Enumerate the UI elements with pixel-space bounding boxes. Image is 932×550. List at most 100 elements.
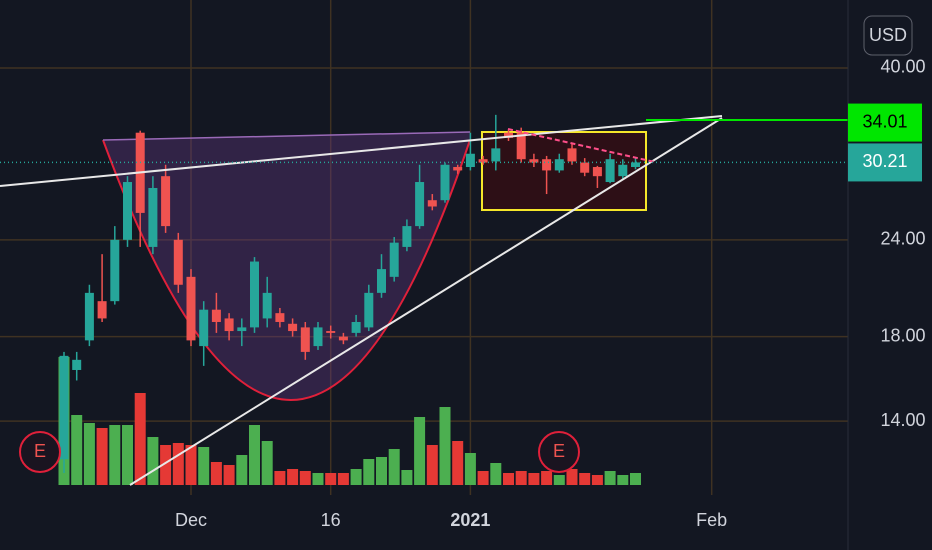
- y-tick-label: 24.00: [880, 229, 925, 249]
- volume-bar: [134, 393, 146, 485]
- volume-bar: [376, 457, 387, 485]
- candle-body: [567, 148, 577, 162]
- candle-body: [465, 153, 475, 168]
- volume-bar: [401, 470, 413, 485]
- candle-body: [313, 327, 323, 347]
- volume-bar: [236, 455, 248, 485]
- candle-body: [59, 355, 69, 460]
- volume-bar: [566, 469, 578, 485]
- volume-bar: [185, 445, 197, 485]
- candle-body: [504, 132, 513, 138]
- x-tick-label: Feb: [696, 510, 727, 530]
- volume-bar: [299, 471, 311, 485]
- candle-body: [186, 276, 196, 341]
- volume-bar: [249, 425, 260, 485]
- volume-bar: [363, 459, 375, 485]
- volume-bar: [274, 471, 286, 485]
- candle-body: [300, 327, 310, 352]
- currency-label: USD: [869, 25, 907, 45]
- volume-bar: [71, 415, 83, 485]
- earnings-marker: E: [538, 431, 580, 473]
- earnings-circle: [538, 431, 580, 473]
- volume-bar: [452, 441, 464, 485]
- candle-body: [224, 318, 234, 332]
- volume-bar: [591, 475, 603, 485]
- volume-bar: [172, 443, 184, 485]
- candle-body: [580, 162, 590, 173]
- candle-body: [605, 159, 615, 183]
- volume-bar: [325, 473, 337, 485]
- cup-rim: [102, 131, 471, 141]
- earnings-label: E: [553, 441, 565, 461]
- candle-body: [554, 159, 564, 171]
- x-tick-label: Dec: [175, 510, 207, 530]
- candle-body: [453, 167, 463, 171]
- candle-body: [364, 292, 374, 328]
- candle-body: [618, 164, 628, 177]
- volume-bar: [160, 445, 172, 485]
- volume-bar: [122, 425, 133, 485]
- candle-body: [338, 336, 348, 341]
- volume-bar: [312, 473, 324, 485]
- trend-line-upper: [0, 115, 723, 187]
- volume-bar: [503, 473, 514, 485]
- candle-body: [173, 239, 183, 285]
- candle-body: [84, 292, 94, 341]
- volume-bar: [464, 453, 476, 485]
- candle-body: [237, 327, 247, 332]
- candle-body: [351, 321, 361, 333]
- candle-body: [415, 182, 425, 227]
- candle-body: [161, 176, 171, 227]
- candle-body: [72, 359, 82, 370]
- candle-body: [288, 323, 298, 332]
- volume-bar: [261, 441, 273, 485]
- volume-bar: [541, 471, 553, 485]
- volume-bar: [287, 469, 299, 485]
- x-tick-label: 2021: [450, 510, 490, 530]
- y-tick-label: 40.00: [880, 57, 925, 77]
- candle-body: [326, 331, 336, 333]
- volume-bar: [439, 407, 451, 485]
- candle-body: [250, 261, 259, 328]
- earnings-label: E: [34, 441, 46, 461]
- volume-bar: [477, 471, 489, 485]
- volume-bar: [198, 447, 210, 485]
- earnings-marker: E: [19, 431, 61, 473]
- candle-body: [529, 159, 539, 163]
- candle-body: [440, 164, 450, 201]
- volume-bar: [426, 445, 438, 485]
- volume-bar: [83, 423, 95, 485]
- candle-body: [262, 292, 272, 319]
- price-label-box: [848, 103, 922, 142]
- price-label: 30.21: [862, 151, 907, 171]
- volume-bar: [515, 471, 527, 485]
- volume-bar: [604, 471, 616, 485]
- volume-bar: [210, 462, 222, 485]
- volume-bar: [528, 473, 540, 485]
- cup-curve: [102, 139, 471, 401]
- candle-body: [592, 167, 602, 177]
- volume-bar: [109, 425, 121, 485]
- candle-body: [97, 301, 107, 319]
- trend-line-lower: [129, 117, 723, 486]
- volume-bar: [414, 417, 426, 485]
- candle-body: [402, 226, 412, 247]
- volume-bar: [350, 469, 362, 485]
- candle-body: [148, 187, 158, 247]
- candle-body: [478, 159, 488, 163]
- price-label: 34.01: [862, 111, 907, 131]
- candle-body: [631, 162, 640, 168]
- volume-bar: [223, 465, 235, 485]
- volume-bar: [337, 473, 349, 485]
- volume-bar: [388, 449, 400, 485]
- candle-body: [377, 269, 386, 293]
- candle-body: [275, 313, 285, 322]
- candle-body: [211, 309, 221, 322]
- candle-body: [389, 242, 399, 277]
- cup-fill: [103, 132, 470, 400]
- currency-button[interactable]: [863, 15, 913, 56]
- volume-bar: [553, 475, 565, 485]
- volume-bar: [579, 473, 591, 485]
- price-label-box: [848, 143, 922, 182]
